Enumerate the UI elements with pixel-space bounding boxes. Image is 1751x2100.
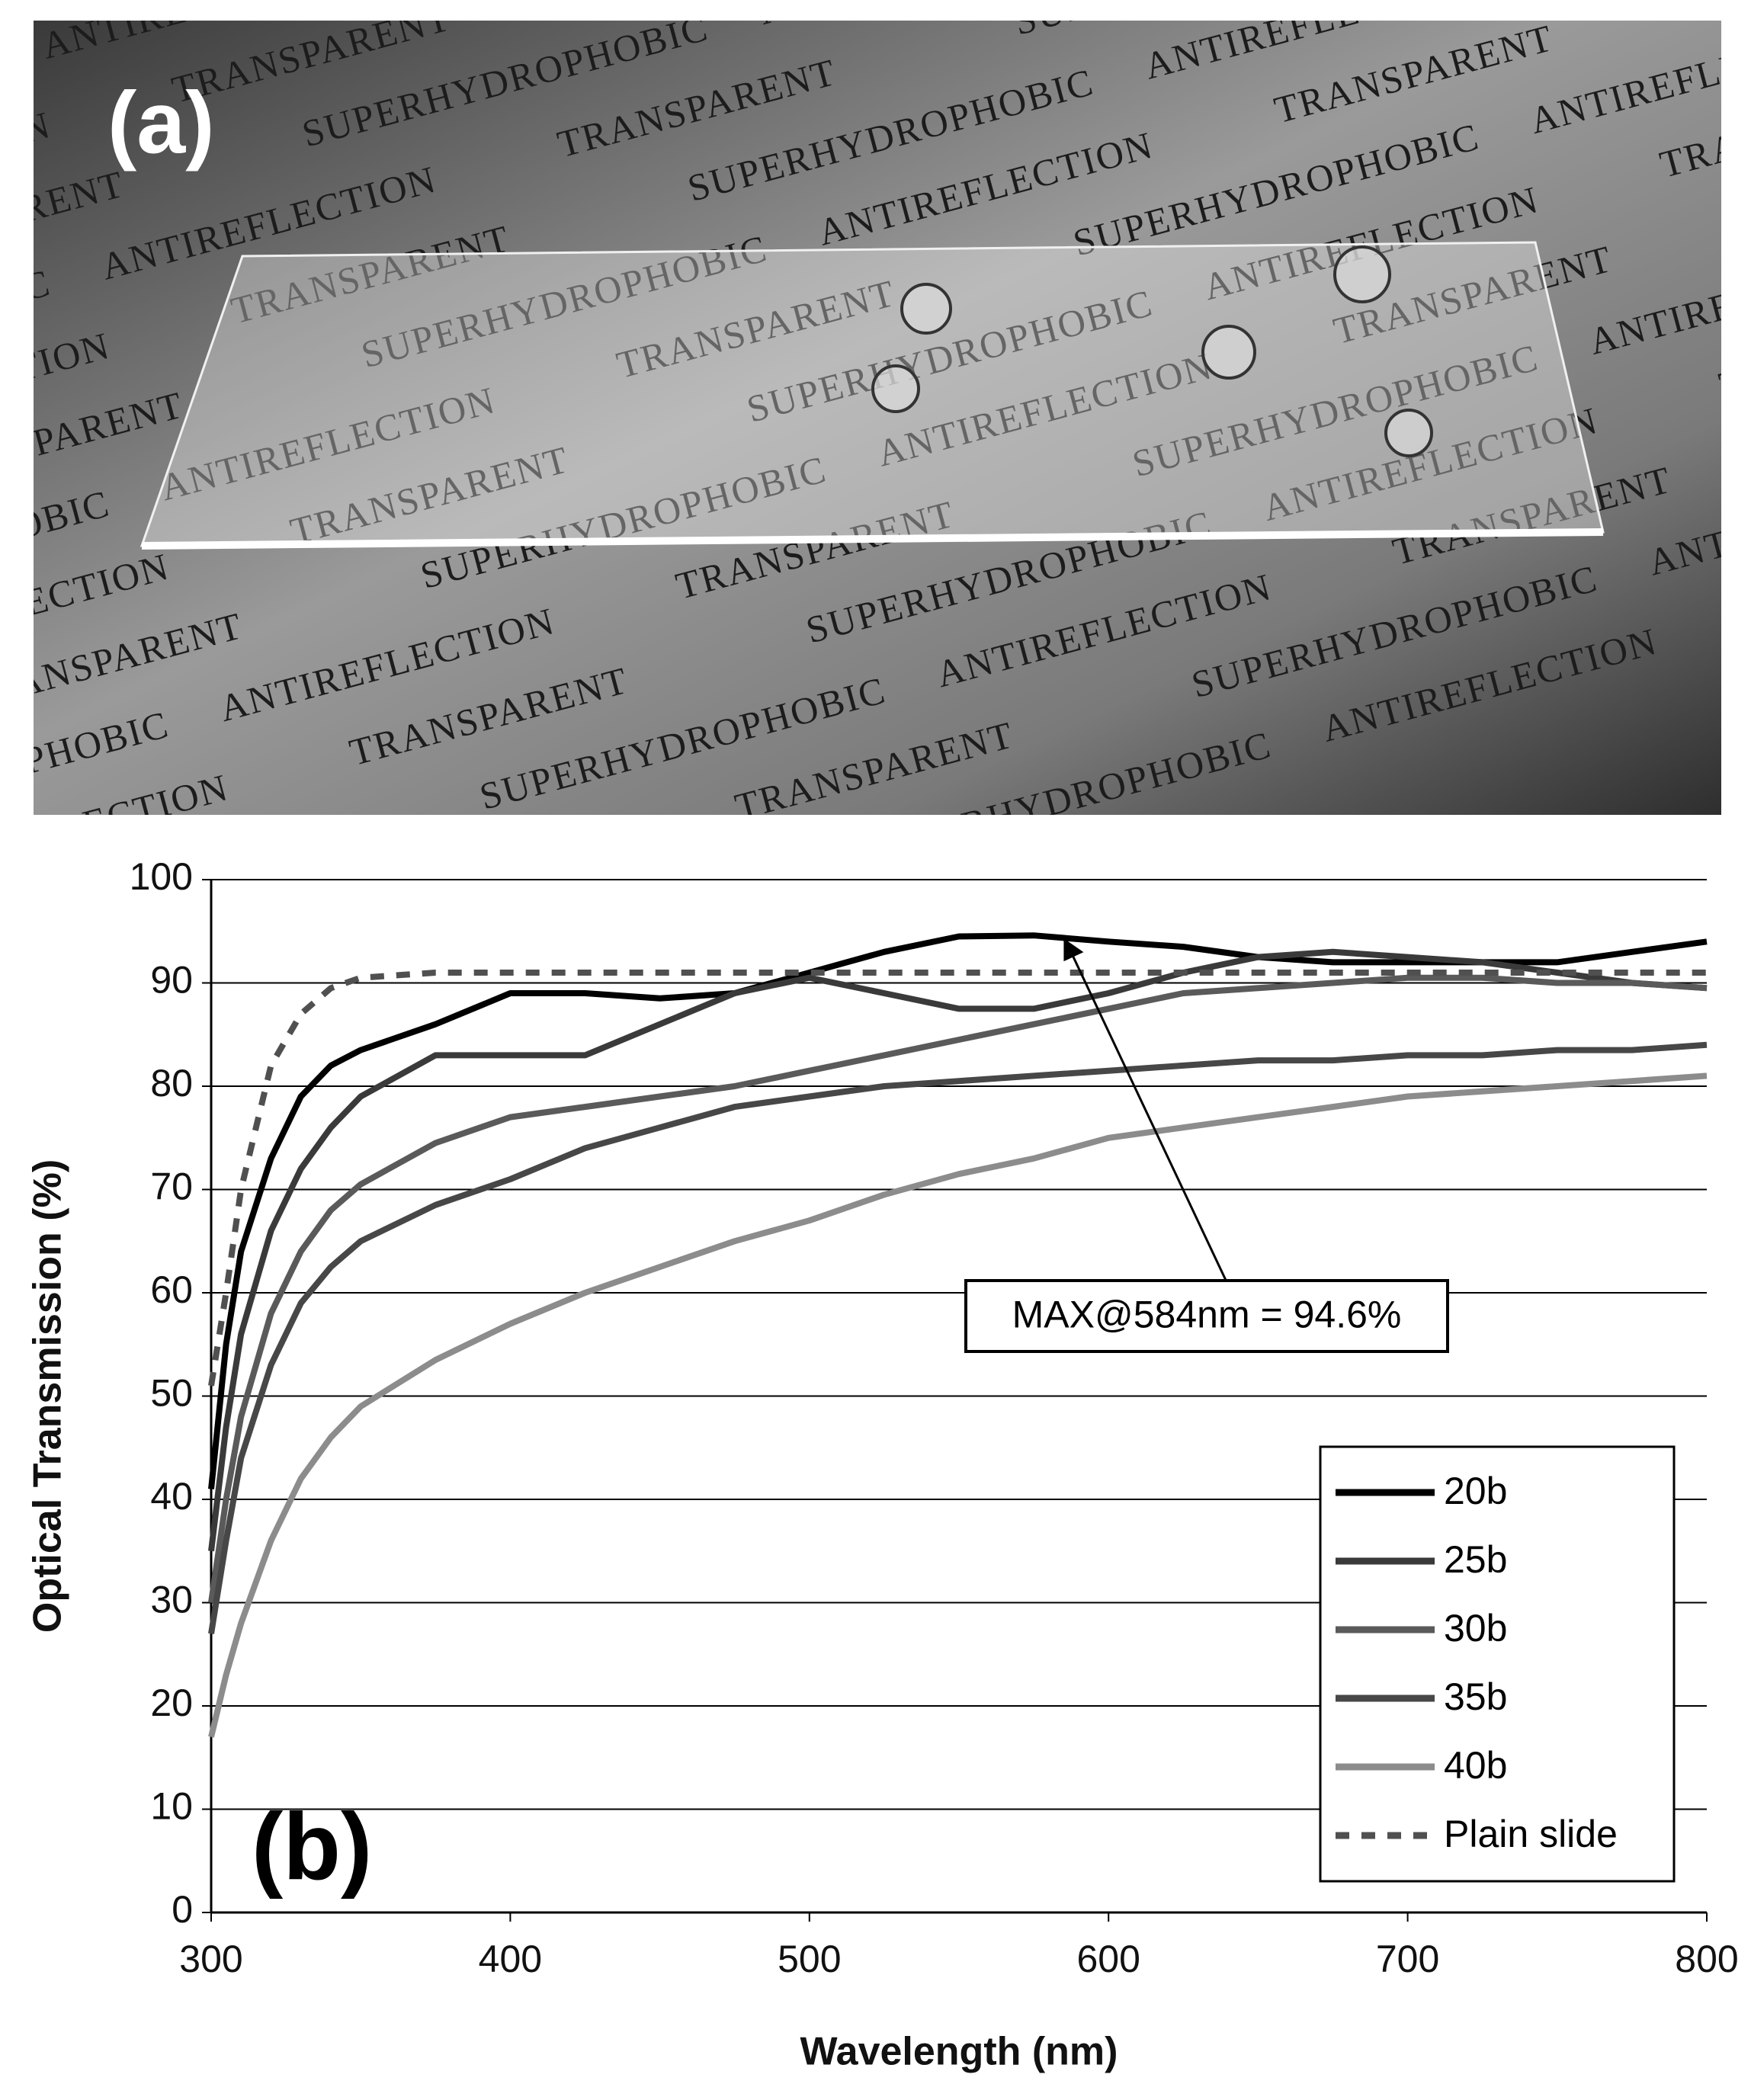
photo-word: ANTIREFLECTION [274,820,618,951]
x-tick-label: 700 [1376,1938,1439,1980]
x-tick-label: 300 [179,1938,242,1980]
chart: 0 10 20 30 40 50 60 70 80 90 100 300 400 500 600 700 800… [26,855,1739,2074]
legend-label: 35b [1444,1675,1507,1718]
series-line [208,1072,1708,1738]
series-line [208,970,1707,1387]
legend-box [1319,1445,1676,1883]
y-tick-label: 50 [150,1372,193,1415]
photo-panel: SUPERHYDROPHOBICANTIREFLECTIONTRANSPAREN… [0,0,1751,1117]
y-tick-label: 90 [150,959,193,1002]
legend-label: Plain slide [1444,1813,1618,1855]
y-tick-label: 100 [130,855,193,898]
y-tick-label: 80 [150,1062,193,1105]
x-tick-label: 400 [479,1938,542,1980]
panel-label: (a) [107,74,215,172]
legend-label: 25b [1444,1538,1507,1581]
photo-word: SUPERHYDROPHOBIC [1727,0,1751,9]
x-tick-label: 800 [1675,1938,1738,1980]
arrow-head [1063,938,1084,962]
legend-label: 40b [1444,1744,1507,1787]
y-tick-label: 40 [150,1475,193,1518]
panel-label: (b) [252,1794,372,1900]
y-tick-label: 10 [150,1785,193,1828]
x-axis-title: Wavelength (nm) [800,2030,1118,2074]
y-tick-label: 20 [150,1682,193,1724]
photo-background [34,21,1721,815]
slide-edge [141,528,1604,550]
annotation-text: MAX@584nm = 94.6% [1012,1294,1402,1336]
legend-label: 30b [1444,1607,1507,1650]
photo-word: SUPERHYDROPHOBIC [0,923,233,1072]
series-line [208,932,1708,1489]
y-tick-label: 30 [150,1579,193,1621]
photo-word: TRANSPARENT [404,879,691,994]
x-tick-label: 600 [1076,1938,1140,1980]
annotation-box [964,1279,1449,1353]
series-line [208,1041,1708,1634]
y-tick-label: 0 [172,1888,193,1931]
y-tick-label: 70 [150,1165,193,1208]
y-tick-label: 60 [150,1268,193,1311]
droplets [871,245,1433,457]
x-tick-label: 500 [778,1938,841,1980]
photo-word: ANTIREFLECTION [0,986,292,1117]
annotation-arrow [1066,942,1227,1281]
legend-label: 20b [1444,1470,1507,1512]
series-line [208,974,1708,1604]
series-line [208,948,1708,1552]
y-axis-title: Optical Transmission (%) [26,1159,70,1633]
